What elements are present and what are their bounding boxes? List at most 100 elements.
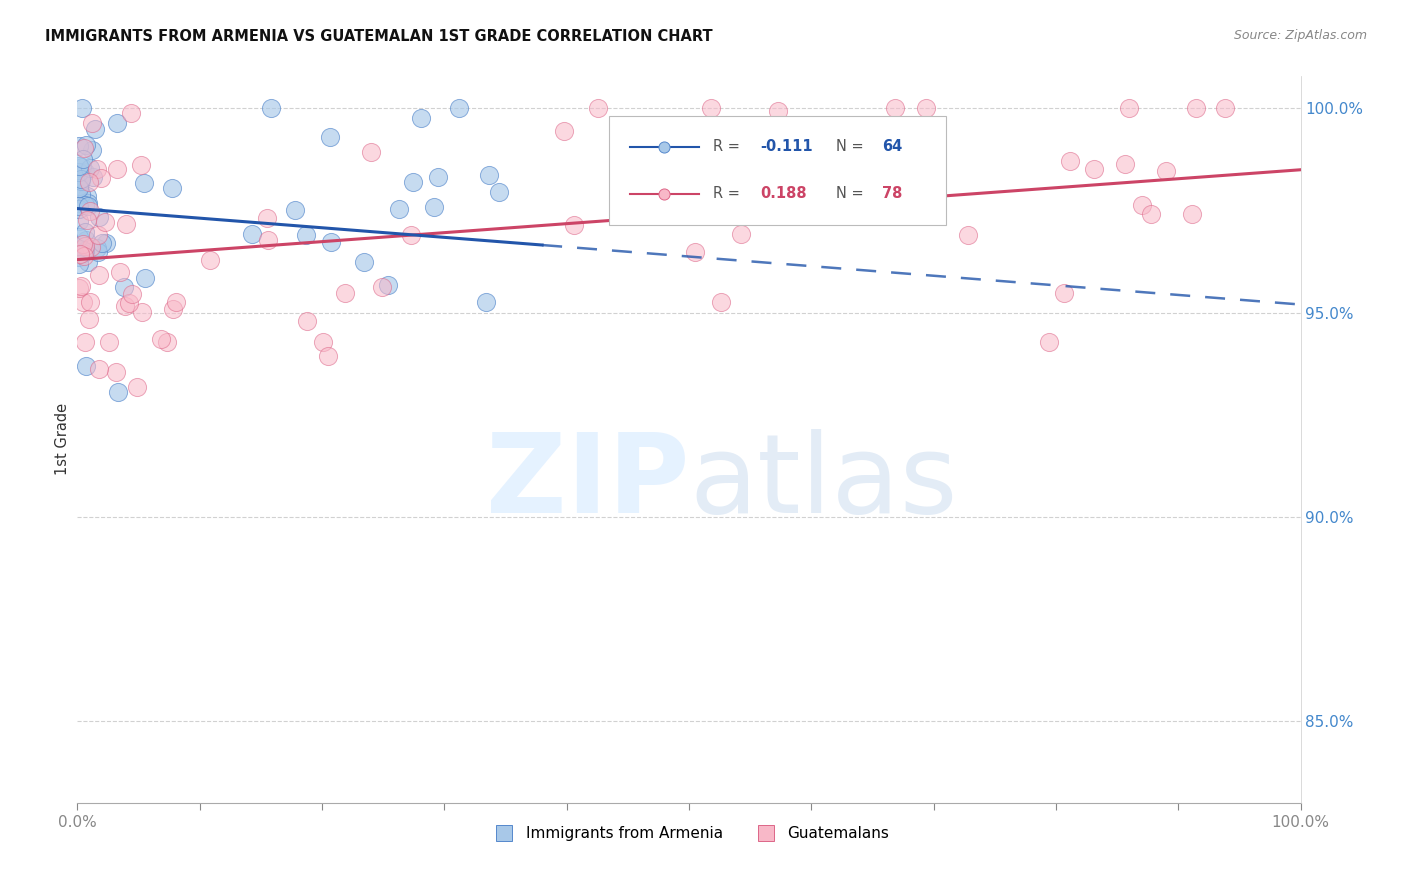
Point	[77, 199, 100, 213]
Point	[427, 169, 450, 184]
Point	[79, 161, 101, 176]
Point	[742, 124, 765, 138]
Point	[131, 305, 153, 319]
Point	[1118, 102, 1140, 116]
Point	[69, 172, 91, 186]
Point	[75, 233, 97, 247]
Point	[76, 254, 98, 268]
Point	[1140, 207, 1163, 221]
Point	[957, 228, 980, 243]
Point	[134, 271, 156, 285]
Point	[79, 176, 101, 190]
Point	[86, 161, 108, 176]
Point	[67, 181, 90, 195]
Point	[423, 200, 446, 214]
Point	[1185, 102, 1208, 116]
Point	[69, 230, 91, 244]
Point	[335, 285, 357, 300]
Point	[1114, 157, 1136, 171]
Point	[69, 174, 91, 188]
Point	[67, 165, 90, 179]
Point	[90, 236, 112, 251]
Point	[67, 251, 90, 265]
Point	[478, 169, 501, 183]
Text: atlas: atlas	[689, 429, 957, 536]
Point	[1038, 334, 1060, 349]
Point	[562, 218, 585, 232]
Point	[475, 295, 498, 310]
Point	[89, 268, 111, 283]
Point	[730, 227, 752, 241]
Point	[75, 359, 97, 374]
Point	[72, 236, 94, 251]
Point	[70, 160, 93, 174]
Point	[105, 116, 128, 130]
Point	[770, 169, 793, 183]
Point	[1053, 286, 1076, 301]
Point	[360, 145, 382, 159]
Point	[82, 144, 104, 158]
Point	[683, 245, 706, 260]
Point	[76, 189, 98, 203]
Point	[86, 241, 108, 255]
Point	[67, 214, 90, 228]
Point	[132, 176, 155, 190]
Point	[87, 244, 110, 259]
Point	[87, 210, 110, 224]
Text: 78: 78	[882, 186, 903, 202]
Point	[69, 186, 91, 201]
Point	[105, 365, 128, 379]
Point	[319, 235, 342, 249]
Point	[586, 102, 609, 116]
Point	[884, 102, 907, 116]
Point	[710, 295, 733, 310]
Point	[156, 334, 179, 349]
Point	[73, 165, 96, 179]
Point	[260, 102, 283, 116]
Point	[165, 294, 187, 309]
Point	[80, 240, 103, 254]
Point	[67, 257, 90, 271]
Point	[94, 236, 117, 251]
Point	[160, 180, 183, 194]
Point	[105, 162, 128, 177]
Point	[162, 301, 184, 316]
Point	[198, 253, 221, 268]
Point	[1130, 198, 1153, 212]
Point	[73, 239, 96, 253]
Point	[87, 227, 110, 242]
Point	[76, 196, 98, 211]
Point	[865, 128, 887, 142]
Point	[67, 202, 90, 216]
Point	[662, 186, 685, 200]
Point	[73, 249, 96, 263]
Point	[67, 138, 90, 153]
Point	[67, 199, 90, 213]
Point	[699, 102, 721, 116]
Text: R =: R =	[713, 139, 745, 154]
Point	[553, 124, 575, 138]
Text: 0.188: 0.188	[759, 186, 807, 202]
Text: N =: N =	[835, 139, 868, 154]
Point	[75, 334, 97, 349]
Point	[107, 385, 129, 400]
Point	[911, 155, 934, 169]
Point	[79, 295, 101, 310]
Point	[108, 265, 131, 279]
Text: -0.111: -0.111	[759, 139, 813, 154]
Point	[79, 203, 101, 218]
Point	[120, 106, 142, 120]
Point	[72, 102, 94, 116]
Point	[69, 247, 91, 261]
Point	[129, 158, 152, 172]
Point	[283, 203, 305, 218]
Point	[67, 178, 90, 193]
FancyBboxPatch shape	[609, 116, 946, 225]
Text: 64: 64	[882, 139, 903, 154]
Point	[77, 311, 100, 326]
Point	[87, 362, 110, 376]
Point	[768, 103, 790, 118]
Point	[907, 145, 929, 160]
Point	[90, 171, 112, 186]
Point	[1059, 153, 1081, 168]
